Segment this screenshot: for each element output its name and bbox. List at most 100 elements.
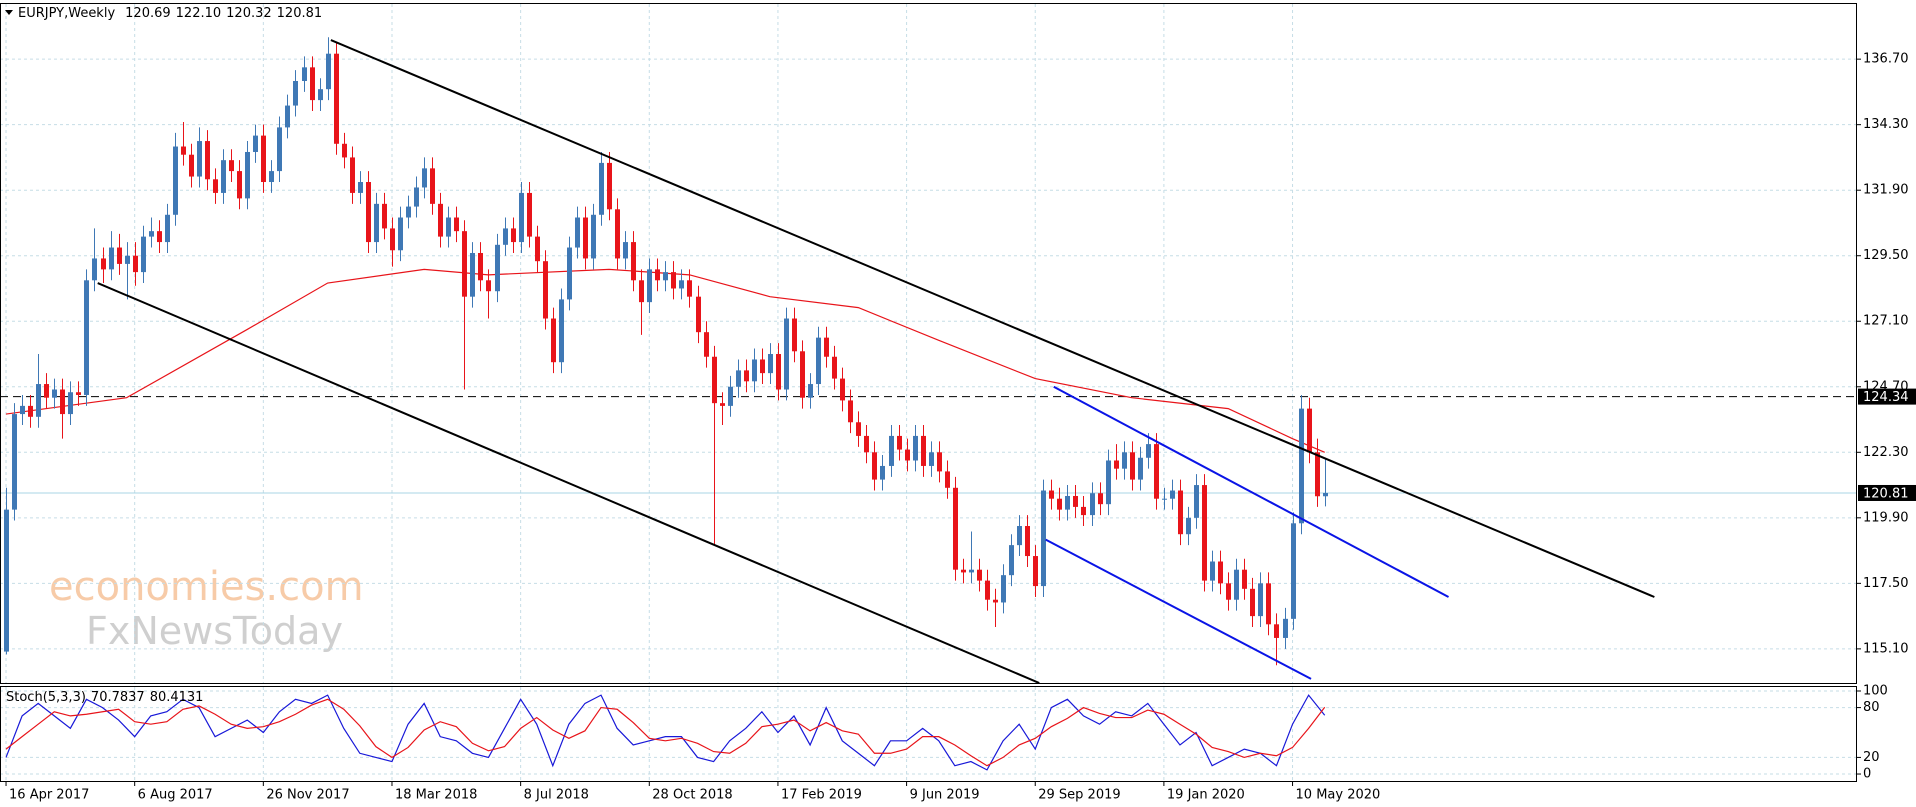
candle-body <box>527 192 532 237</box>
candle-body <box>583 217 588 259</box>
candle-body <box>1090 493 1095 516</box>
candle-body <box>784 318 789 390</box>
candle-body <box>945 471 950 488</box>
candle-body <box>76 392 81 395</box>
candle-body <box>1234 569 1239 600</box>
candle-body <box>679 280 684 289</box>
candle-body <box>1283 618 1288 638</box>
candle-body <box>366 182 371 243</box>
y-tick-label: 115.10 <box>1863 641 1909 656</box>
symbol: EURJPY,Weekly <box>18 6 115 21</box>
x-tick-label: 26 Nov 2017 <box>266 788 349 803</box>
y-tick-label: 0 <box>1863 767 1871 782</box>
candle-body <box>736 370 741 387</box>
candle-body <box>519 192 524 243</box>
candle-body <box>205 141 210 180</box>
candle-body <box>269 171 274 183</box>
indicator-name: Stoch(5,3,3) <box>6 690 86 705</box>
candle-body <box>495 244 500 292</box>
x-tick-label: 8 Jul 2018 <box>524 788 589 803</box>
candle-body <box>149 231 154 237</box>
candle-body <box>44 384 49 398</box>
candle-body <box>213 179 218 193</box>
candle-body <box>1218 561 1223 584</box>
indicator-value: 70.7837 <box>91 690 145 705</box>
candle-body <box>816 337 821 385</box>
candle-body <box>181 146 186 155</box>
candle-body <box>623 242 628 259</box>
candle-body <box>1266 583 1271 625</box>
candle-body <box>1025 526 1030 557</box>
candle-body <box>438 203 443 237</box>
candle-body <box>1299 408 1304 524</box>
candle-body <box>310 67 315 101</box>
candle-body <box>141 236 146 273</box>
candle-body <box>1210 561 1215 581</box>
trendline <box>1053 385 1450 598</box>
trendline <box>1045 538 1312 680</box>
candle-body <box>478 252 483 281</box>
candle-body <box>1057 498 1062 510</box>
candle-body <box>728 386 733 406</box>
candle-body <box>157 231 162 243</box>
trendline <box>97 282 1040 683</box>
candle-body <box>28 405 33 417</box>
candle-body <box>961 569 966 573</box>
watermark: economies.com <box>49 564 364 610</box>
candle-body <box>671 272 676 289</box>
candle-body <box>768 354 773 374</box>
candle-body <box>800 351 805 398</box>
candle-body <box>889 435 894 466</box>
ohlc: 120.69 <box>125 6 171 21</box>
candle-body <box>760 359 765 374</box>
x-tick-label: 28 Oct 2018 <box>652 788 732 803</box>
candle-body <box>1194 485 1199 518</box>
y-tick-label: 20 <box>1863 750 1880 765</box>
candle-body <box>486 280 491 292</box>
candle-body <box>599 162 604 215</box>
price-box <box>1858 388 1916 405</box>
candle-body <box>551 318 556 363</box>
candle-body <box>1291 523 1296 619</box>
ohlc: 122.10 <box>176 6 222 21</box>
watermark: FxNewsToday <box>86 609 343 653</box>
candle-body <box>173 146 178 215</box>
candle-body <box>1049 490 1054 499</box>
candle-body <box>1186 517 1191 535</box>
candle-body <box>125 255 130 264</box>
ohlc: 120.32 <box>226 6 272 21</box>
candle-body <box>776 354 781 390</box>
candle-body <box>824 337 829 357</box>
candle-body <box>1065 495 1070 510</box>
y-tick-label: 127.10 <box>1863 314 1909 329</box>
candle-body <box>503 228 508 245</box>
candle-body <box>1226 583 1231 600</box>
candle-body <box>905 449 910 461</box>
candle-body <box>969 569 974 573</box>
candle-body <box>470 252 475 297</box>
moving-average <box>5 268 1325 453</box>
candle-body <box>977 569 982 581</box>
candle-body <box>1130 452 1135 480</box>
candle-body <box>1009 545 1014 576</box>
candle-body <box>1114 460 1119 469</box>
candle-body <box>856 422 861 436</box>
menu-arrow[interactable] <box>5 10 13 15</box>
candle-body <box>631 242 636 281</box>
y-tick-label: 100 <box>1863 683 1888 698</box>
candle-body <box>1001 575 1006 603</box>
candle-body <box>1323 492 1328 497</box>
candle-body <box>165 214 170 243</box>
candle-body <box>535 236 540 262</box>
price-box <box>1858 484 1916 501</box>
candle-body <box>897 435 902 450</box>
candle-body <box>4 509 9 652</box>
y-tick-label: 129.50 <box>1863 248 1909 263</box>
candle-body <box>189 154 194 177</box>
candle-body <box>792 318 797 352</box>
x-tick-label: 19 Jan 2020 <box>1167 788 1245 803</box>
x-tick-label: 16 Apr 2017 <box>9 788 89 803</box>
ohlc: 120.81 <box>277 6 323 21</box>
